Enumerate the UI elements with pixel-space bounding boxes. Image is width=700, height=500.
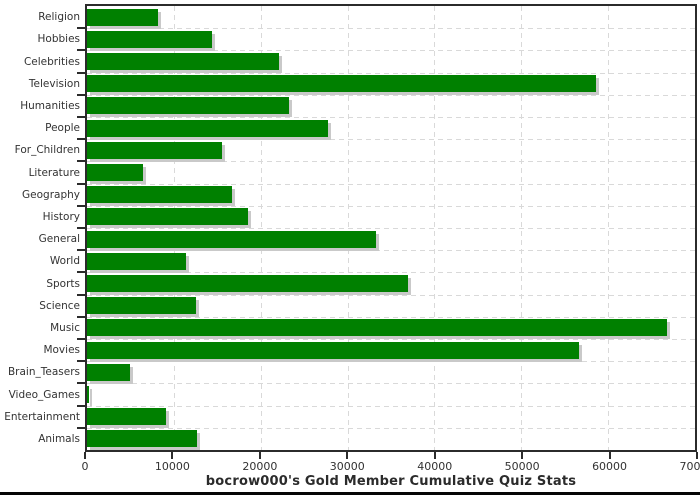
category-label: Religion [38,11,80,24]
category-label: For_Children [14,144,80,157]
y-axis-tick [77,271,85,274]
y-axis-tick [77,338,85,340]
category-label: Literature [28,166,80,179]
y-axis-tick [77,404,85,407]
category-label: Science [39,299,80,312]
x-axis-tick [608,452,611,459]
gridline-horizontal [87,272,695,274]
x-axis-tick [171,452,174,459]
y-axis-tick [77,71,85,74]
category-label: Brain_Teasers [7,366,80,379]
category-label: World [49,255,80,268]
category-label: People [45,122,80,135]
bar [87,119,329,137]
x-tick-label: 20000 [242,460,278,473]
bar [87,363,130,381]
gridline-horizontal [87,294,695,296]
gridline-horizontal [87,205,695,207]
gridline-horizontal [87,228,695,229]
y-axis-tick [77,160,85,163]
plot-area [85,4,697,452]
bar [87,430,198,448]
x-tick-label: 0 [81,460,89,473]
gridline-horizontal [87,50,695,52]
gridline-horizontal [87,28,695,30]
gridline-horizontal [87,383,695,385]
x-axis-tick [258,452,261,459]
x-tick-label: 40000 [417,460,453,473]
y-axis-tick [77,138,85,141]
x-axis-tick [696,452,698,459]
gridline-horizontal [87,72,695,74]
category-label: Video_Games [8,388,80,401]
bottom-separator-rule [0,492,700,495]
category-label: History [42,210,80,223]
y-axis-tick [77,204,85,207]
y-axis-tick [77,426,85,429]
y-axis-tick [77,116,85,118]
y-axis-tick [77,293,85,296]
gridline-horizontal [87,139,695,141]
category-label: Sports [46,277,80,290]
x-tick-label: 70000 [679,460,700,473]
category-label: Animals [38,432,80,445]
bar [87,208,248,226]
y-axis-tick [77,27,85,30]
category-label: Humanities [20,99,80,112]
bar [87,8,158,26]
gridline-horizontal [87,405,695,407]
category-label: Music [50,321,80,334]
y-axis-tick [77,315,85,318]
gridline-horizontal [87,161,695,163]
bar [87,164,144,181]
gridline-horizontal [87,427,695,429]
bar [87,275,408,292]
bar [87,141,223,159]
bar [87,53,279,70]
gridline-horizontal [87,250,695,252]
x-axis-tick [521,452,524,459]
x-tick-label: 60000 [592,460,628,473]
y-axis-tick [77,360,85,363]
bar [87,252,186,270]
bar [87,408,167,426]
chart-title: bocrow000's Gold Member Cumulative Quiz … [205,474,577,489]
bar [87,30,212,48]
category-label: Movies [43,344,80,357]
x-tick-label: 30000 [329,460,365,473]
bar [87,230,376,248]
y-axis-tick [77,249,85,252]
y-axis-tick [77,382,85,385]
y-axis-tick [77,93,85,96]
category-label: Television [28,77,80,90]
gridline-horizontal [87,183,695,185]
x-axis-tick [84,452,86,459]
category-label: General [38,233,80,246]
category-label: Celebrities [23,55,80,68]
gridline-horizontal [87,339,695,340]
bar [87,97,290,115]
gridline-horizontal [87,316,695,318]
bar [87,75,596,93]
y-axis-tick [77,49,85,52]
bar [87,186,233,204]
y-axis-tick [77,182,85,185]
bar [87,319,667,337]
category-label: Geography [22,188,80,201]
gridline-horizontal [87,94,695,96]
gridline-horizontal [87,361,695,363]
category-label: Hobbies [37,33,81,46]
x-tick-label: 50000 [504,460,540,473]
category-label: Entertainment [4,410,80,423]
bar [87,341,580,359]
y-axis-tick [77,227,85,229]
gridline-horizontal [87,117,695,118]
bar [87,297,197,315]
x-tick-label: 10000 [154,460,190,473]
x-axis-tick [433,452,436,459]
x-axis-tick [346,452,349,459]
bar [87,386,90,403]
